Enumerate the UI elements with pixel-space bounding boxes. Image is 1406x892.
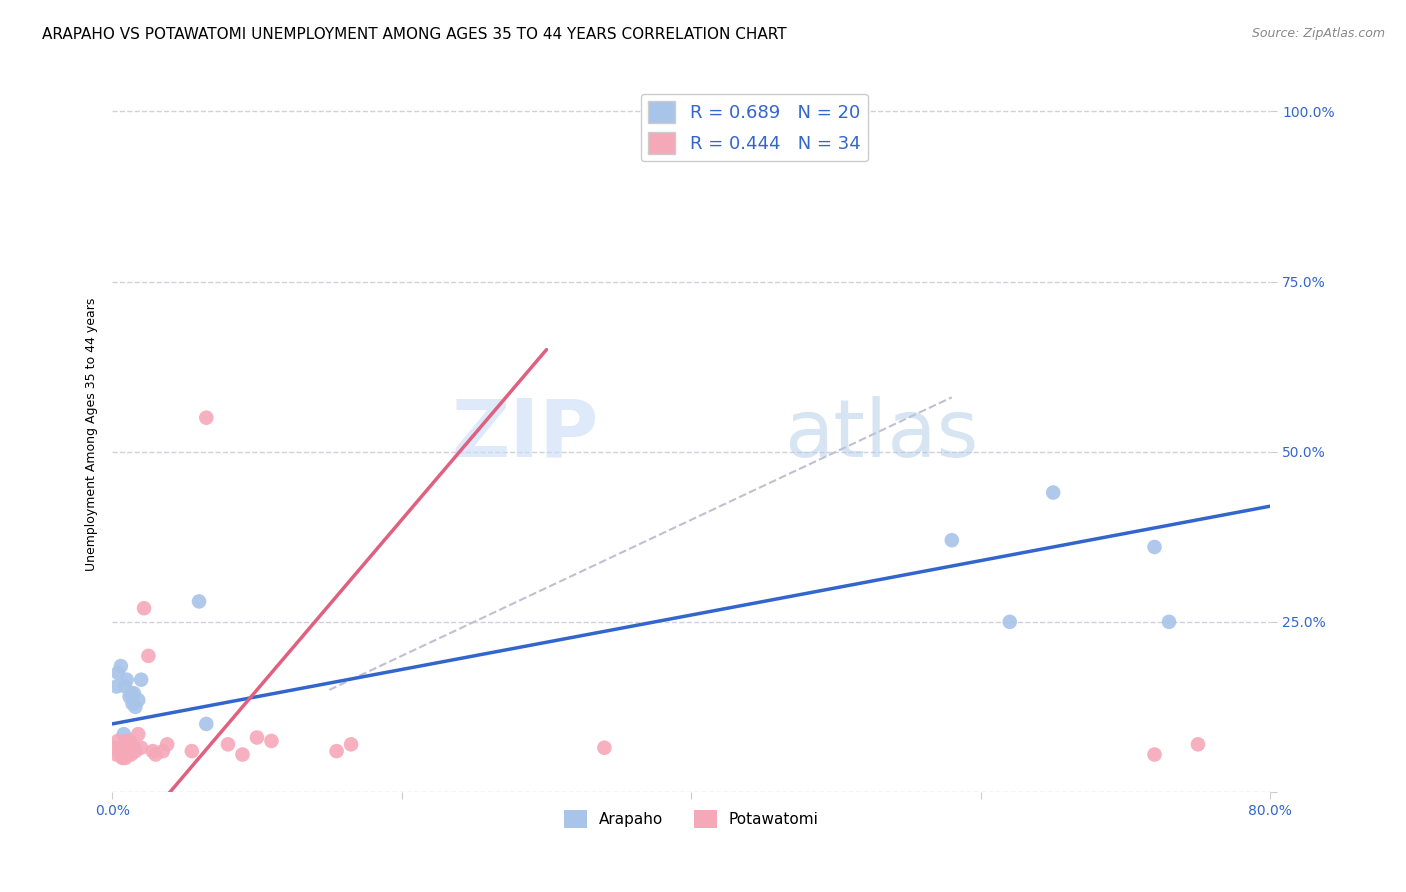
Point	[246, 731, 269, 745]
Point	[115, 673, 138, 687]
Point	[127, 693, 149, 707]
Point	[217, 737, 239, 751]
Point	[124, 699, 146, 714]
Text: atlas: atlas	[785, 396, 979, 474]
Point	[1157, 615, 1180, 629]
Point	[121, 744, 143, 758]
Point	[1042, 485, 1064, 500]
Point	[180, 744, 202, 758]
Point	[129, 740, 152, 755]
Point	[138, 648, 160, 663]
Point	[1143, 747, 1166, 762]
Point	[111, 751, 134, 765]
Point	[127, 727, 149, 741]
Legend: Arapaho, Potawatomi: Arapaho, Potawatomi	[558, 804, 825, 834]
Point	[122, 740, 145, 755]
Text: ARAPAHO VS POTAWATOMI UNEMPLOYMENT AMONG AGES 35 TO 44 YEARS CORRELATION CHART: ARAPAHO VS POTAWATOMI UNEMPLOYMENT AMONG…	[42, 27, 787, 42]
Point	[107, 665, 129, 680]
Point	[104, 740, 127, 755]
Point	[152, 744, 174, 758]
Point	[114, 751, 136, 765]
Point	[941, 533, 963, 548]
Point	[195, 717, 218, 731]
Y-axis label: Unemployment Among Ages 35 to 44 years: Unemployment Among Ages 35 to 44 years	[86, 298, 98, 572]
Point	[120, 686, 142, 700]
Point	[110, 740, 132, 755]
Point	[340, 737, 363, 751]
Point	[195, 410, 218, 425]
Point	[107, 734, 129, 748]
Point	[231, 747, 253, 762]
Text: ZIP: ZIP	[451, 396, 599, 474]
Point	[188, 594, 211, 608]
Point	[260, 734, 283, 748]
Point	[325, 744, 347, 758]
Point	[156, 737, 179, 751]
Point	[129, 673, 152, 687]
Point	[112, 740, 135, 755]
Point	[114, 680, 136, 694]
Point	[124, 744, 146, 758]
Point	[593, 740, 616, 755]
Point	[105, 680, 128, 694]
Point	[118, 734, 141, 748]
Point	[998, 615, 1021, 629]
Point	[1187, 737, 1209, 751]
Point	[105, 747, 128, 762]
Point	[120, 747, 142, 762]
Point	[110, 659, 132, 673]
Text: Source: ZipAtlas.com: Source: ZipAtlas.com	[1251, 27, 1385, 40]
Point	[122, 686, 145, 700]
Point	[142, 744, 165, 758]
Point	[115, 734, 138, 748]
Point	[117, 747, 139, 762]
Point	[112, 727, 135, 741]
Point	[132, 601, 155, 615]
Point	[145, 747, 167, 762]
Point	[1143, 540, 1166, 554]
Point	[118, 690, 141, 704]
Point	[108, 744, 131, 758]
Point	[121, 697, 143, 711]
